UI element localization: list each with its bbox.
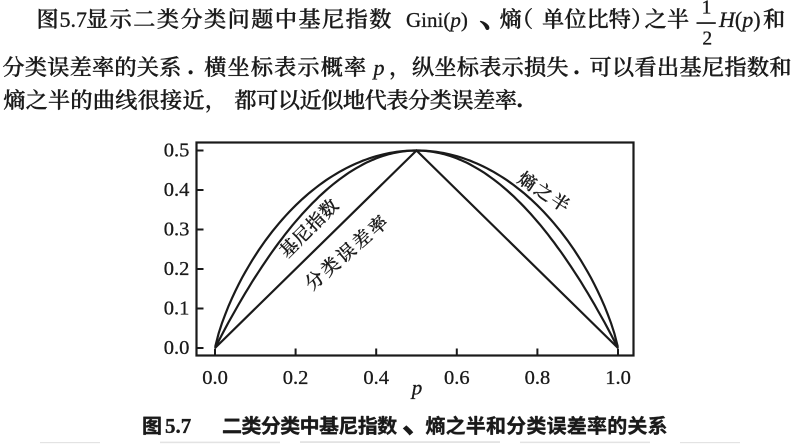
svg-text:0.1: 0.1 [164, 298, 190, 320]
svg-text:0.0: 0.0 [164, 337, 190, 359]
svg-text:5.7: 5.7 [60, 7, 88, 32]
svg-text:0.6: 0.6 [444, 367, 470, 389]
svg-text:0.8: 0.8 [525, 367, 551, 389]
svg-text:H(p): H(p) [718, 7, 761, 32]
svg-text:Gini(p): Gini(p) [406, 8, 468, 32]
svg-text:0.5: 0.5 [164, 140, 190, 162]
svg-text:1: 1 [702, 0, 712, 19]
svg-text:0.4: 0.4 [363, 367, 389, 389]
svg-text:5.7: 5.7 [165, 414, 191, 438]
svg-text:1.0: 1.0 [605, 367, 631, 389]
svg-text:0.0: 0.0 [202, 367, 228, 389]
svg-text:0.2: 0.2 [164, 258, 190, 280]
svg-text:0.4: 0.4 [164, 179, 190, 201]
svg-text:0.2: 0.2 [283, 367, 309, 389]
svg-text:0.3: 0.3 [164, 219, 190, 241]
svg-text:p: p [372, 55, 385, 80]
svg-text:2: 2 [702, 28, 712, 49]
svg-text:p: p [410, 376, 423, 400]
